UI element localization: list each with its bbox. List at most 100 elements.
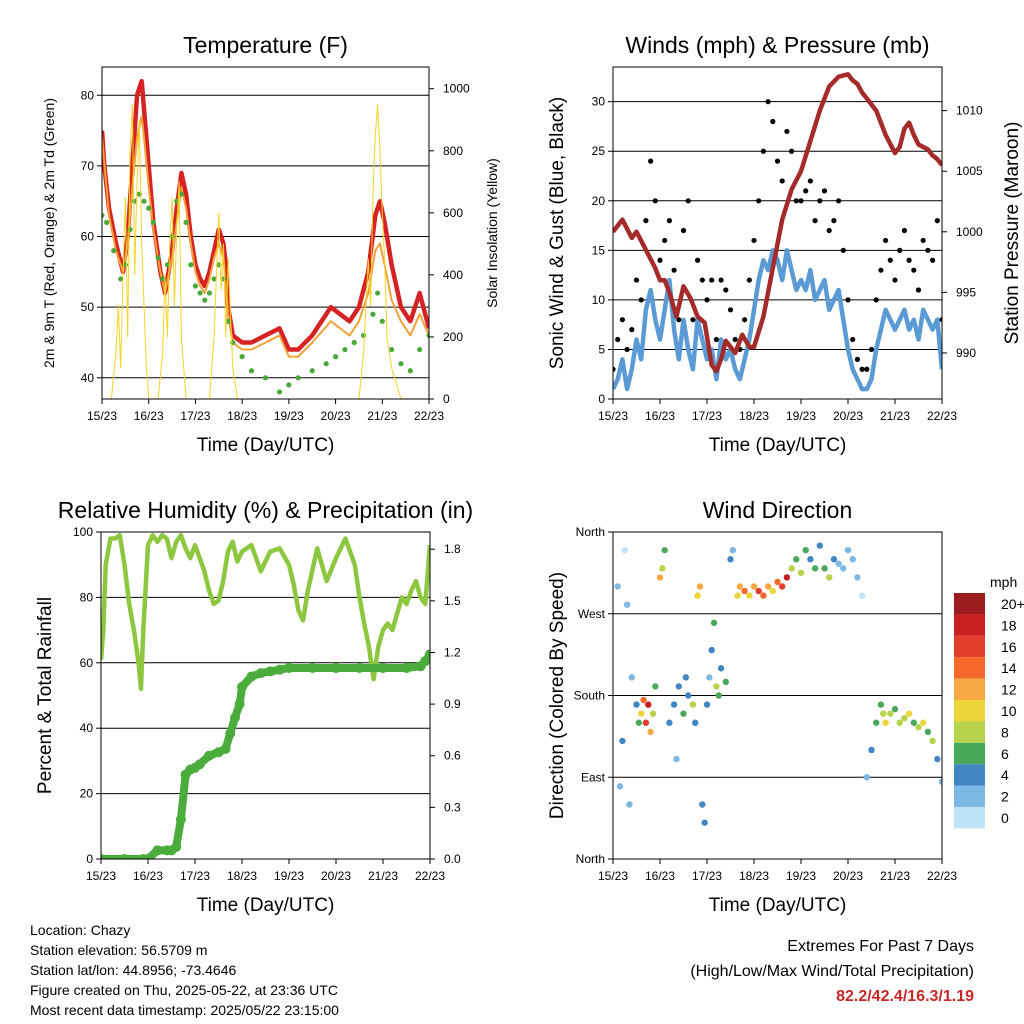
direction-point bbox=[736, 583, 744, 590]
series-point-2 bbox=[146, 205, 152, 211]
y-right-tick-label: 1010 bbox=[956, 104, 983, 118]
y-tick-label: North bbox=[576, 525, 605, 539]
series-point-1 bbox=[878, 267, 884, 273]
series-point-1 bbox=[892, 277, 898, 283]
direction-point bbox=[734, 592, 741, 599]
y-tick-label: 10 bbox=[592, 293, 606, 307]
series-point-1 bbox=[784, 128, 790, 135]
series-point-1 bbox=[840, 247, 846, 253]
y-tick-label: 80 bbox=[81, 88, 95, 102]
direction-point bbox=[713, 683, 720, 690]
chart-humidity: 0 20 40 60 80 100 0.0 0.3 0.6 0.9 1.2 1.5 1.8 15/23 16… bbox=[35, 497, 473, 916]
series-point-1 bbox=[925, 247, 931, 253]
series-point-2 bbox=[375, 290, 381, 296]
series-point-1 bbox=[657, 257, 663, 263]
direction-point bbox=[692, 719, 699, 726]
y-tick-label: 0 bbox=[86, 852, 93, 866]
series-line-0 bbox=[102, 78, 429, 352]
series-point-1 bbox=[807, 178, 814, 184]
direction-point bbox=[797, 569, 805, 577]
y-tick-label: South bbox=[574, 689, 605, 703]
x-tick-label: 17/23 bbox=[692, 409, 722, 423]
direction-point bbox=[623, 601, 631, 608]
series-line-0 bbox=[101, 533, 430, 692]
series-point-2 bbox=[379, 318, 385, 324]
series-point-1 bbox=[803, 188, 809, 194]
series-line-0 bbox=[613, 248, 942, 392]
legend-label: 4 bbox=[1001, 767, 1009, 783]
direction-point bbox=[694, 592, 701, 599]
direction-point bbox=[727, 556, 734, 563]
series-point-1 bbox=[793, 198, 799, 204]
series-point-2 bbox=[225, 318, 231, 324]
chart-title: Relative Humidity (%) & Precipitation (i… bbox=[58, 497, 473, 523]
series-point-1 bbox=[831, 218, 837, 224]
x-axis-label: Time (Day/UTC) bbox=[709, 895, 847, 916]
y-tick-label: 25 bbox=[592, 144, 606, 158]
direction-point bbox=[675, 683, 682, 690]
legend-swatch bbox=[954, 785, 985, 807]
plot-frame bbox=[612, 66, 943, 400]
series-point-2 bbox=[155, 255, 161, 261]
x-tick-label: 15/23 bbox=[598, 409, 628, 423]
x-tick-label: 19/23 bbox=[274, 869, 304, 883]
y-right-tick-label: 200 bbox=[443, 330, 463, 344]
y-right-axis-label: Station Pressure (Maroon) bbox=[1002, 122, 1023, 345]
y-right-tick-label: 800 bbox=[443, 144, 463, 158]
plot-area bbox=[614, 542, 942, 826]
direction-point bbox=[816, 542, 823, 549]
y-right-axis-label: Solar Insolation (Yellow) bbox=[484, 158, 500, 308]
direction-point bbox=[826, 574, 833, 581]
x-tick-label: 17/23 bbox=[180, 869, 210, 883]
y-right-tick-label: 600 bbox=[443, 206, 463, 220]
series-point-1 bbox=[868, 346, 875, 353]
x-tick-label: 18/23 bbox=[227, 869, 257, 883]
legend-swatch bbox=[954, 678, 985, 700]
direction-point bbox=[626, 801, 633, 808]
series-point-2 bbox=[104, 219, 110, 226]
y-right-tick-label: 0.9 bbox=[444, 697, 461, 711]
station-elevation: Station elevation: 56.5709 m bbox=[30, 942, 208, 958]
x-tick-label: 19/23 bbox=[786, 409, 816, 423]
series-point-1 bbox=[901, 227, 908, 234]
legend-label: 0 bbox=[1001, 810, 1009, 826]
direction-point bbox=[701, 819, 708, 826]
direction-point bbox=[673, 755, 680, 763]
x-tick-label: 20/23 bbox=[321, 869, 351, 883]
series-point-2 bbox=[332, 354, 339, 360]
series-point-1 bbox=[836, 198, 842, 204]
plot-area bbox=[101, 533, 430, 859]
y-tick-label: West bbox=[578, 607, 606, 621]
x-tick-label: 22/23 bbox=[927, 869, 957, 883]
legend-label: 8 bbox=[1001, 724, 1009, 740]
series-point-2 bbox=[239, 354, 245, 360]
direction-point bbox=[779, 583, 786, 590]
y-right-tick-label: 1.2 bbox=[444, 645, 461, 659]
x-tick-label: 20/23 bbox=[833, 869, 863, 883]
direction-point bbox=[788, 565, 795, 572]
chart-title: Temperature (F) bbox=[183, 32, 348, 58]
direction-point bbox=[689, 701, 697, 708]
x-tick-label: 18/23 bbox=[227, 409, 257, 423]
direction-point bbox=[656, 574, 664, 581]
direction-point bbox=[640, 696, 647, 704]
direction-point bbox=[642, 719, 650, 726]
direction-point bbox=[649, 710, 657, 717]
y-right-tick-label: 1005 bbox=[956, 164, 983, 178]
direction-point bbox=[882, 719, 889, 726]
series-point-1 bbox=[615, 336, 621, 343]
y-right-tick-label: 0.3 bbox=[444, 800, 461, 814]
y-right-tick-label: 400 bbox=[443, 268, 463, 282]
y-right-tick-label: 995 bbox=[956, 285, 976, 299]
series-point-1 bbox=[798, 198, 804, 204]
series-point-2 bbox=[206, 290, 213, 296]
x-tick-label: 21/23 bbox=[880, 409, 910, 423]
direction-point bbox=[647, 728, 654, 736]
direction-point bbox=[793, 556, 800, 563]
series-point-1 bbox=[732, 336, 738, 343]
chart-title: Wind Direction bbox=[703, 497, 853, 523]
direction-point bbox=[628, 674, 635, 681]
series-point-1 bbox=[854, 356, 861, 362]
series-point-2 bbox=[351, 339, 357, 346]
direction-point bbox=[868, 746, 875, 754]
